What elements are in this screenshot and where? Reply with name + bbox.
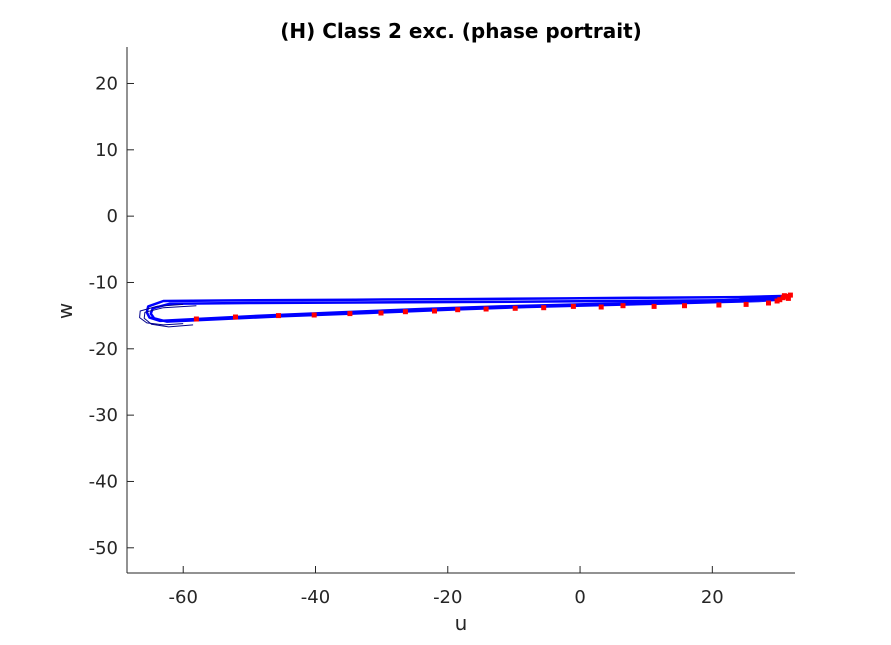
y-tick-label: 0: [107, 206, 118, 227]
marker-point: [541, 305, 547, 311]
x-tick-label: -20: [433, 587, 462, 608]
marker-point: [651, 303, 657, 309]
marker-point: [598, 304, 604, 310]
trajectory-line-3: [139, 303, 184, 326]
y-tick-label: -50: [89, 538, 118, 559]
x-tick-label: 20: [701, 587, 724, 608]
y-ticks: 20 10 0 -10 -20 -30 -40 -50: [89, 73, 134, 559]
marker-point: [787, 292, 793, 298]
marker-point: [276, 313, 281, 319]
x-tick-label: -60: [169, 587, 198, 608]
marker-point: [512, 305, 518, 311]
trajectory-line-2: [149, 298, 779, 323]
marker-point: [785, 295, 791, 301]
marker-point: [682, 303, 687, 309]
y-tick-label: -30: [89, 405, 118, 426]
marker-point: [570, 303, 576, 309]
y-tick-label: -10: [89, 272, 118, 293]
trajectory-line-1: [145, 294, 792, 323]
marker-point: [766, 300, 771, 306]
marker-point: [620, 303, 626, 309]
marker-point: [455, 307, 461, 313]
marker-point: [402, 309, 408, 315]
marker-point: [781, 293, 787, 299]
chart-title: (H) Class 2 exc. (phase portrait): [280, 19, 642, 43]
marker-point: [311, 312, 317, 318]
marker-point: [432, 308, 437, 314]
marker-point: [777, 297, 783, 303]
marker-point: [483, 306, 489, 312]
marker-point: [233, 314, 238, 320]
x-ticks: -60 -40 -20 0 20: [169, 566, 724, 608]
y-tick-label: -40: [89, 471, 118, 492]
plot-area: [139, 292, 793, 328]
y-tick-label: -20: [89, 339, 118, 360]
marker-point: [193, 316, 199, 322]
marker-point: [716, 302, 722, 308]
marker-point: [743, 301, 749, 307]
x-tick-label: -40: [301, 587, 330, 608]
marker-point: [774, 298, 780, 304]
marker-point: [378, 310, 384, 316]
trajectory-line-4: [143, 305, 197, 328]
y-tick-label: 20: [95, 73, 118, 94]
marker-point: [347, 311, 353, 317]
axes: [126, 47, 795, 574]
y-axis-label: w: [53, 303, 77, 319]
x-tick-label: 0: [574, 587, 585, 608]
y-tick-label: 10: [95, 140, 118, 161]
x-axis-label: u: [455, 611, 468, 635]
